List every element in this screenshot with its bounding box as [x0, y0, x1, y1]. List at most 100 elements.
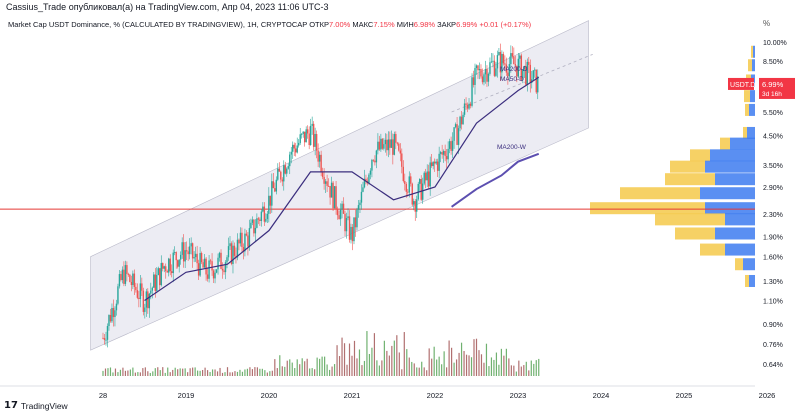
candle-body	[427, 171, 430, 187]
price-tick-label: 1.30%	[763, 279, 783, 286]
volume-profile-bar-buy	[725, 213, 755, 226]
candle-body	[502, 53, 505, 64]
time-tick-label: 2019	[178, 391, 195, 400]
candle-body	[151, 287, 154, 291]
candle-body	[117, 286, 119, 304]
candle-body	[109, 314, 112, 322]
candle-body	[499, 51, 502, 73]
volume-profile-bar-buy	[753, 45, 755, 58]
candle-body	[271, 181, 273, 206]
candle-body	[368, 174, 370, 184]
candle-body	[312, 123, 315, 147]
candle-body	[529, 64, 531, 83]
volume-profile-bar-sell	[675, 227, 715, 240]
candle-body	[360, 191, 363, 203]
volume-bar	[137, 372, 139, 376]
volume-bar	[470, 357, 473, 376]
candle-body	[217, 257, 219, 270]
candle-body	[414, 201, 416, 212]
candle-body	[120, 274, 122, 281]
candle-body	[399, 150, 402, 154]
candle-body	[196, 253, 198, 264]
candle-body	[442, 151, 445, 155]
candle-body	[286, 168, 288, 174]
volume-bar	[199, 370, 201, 376]
candle-body	[353, 217, 355, 242]
candle-body	[324, 181, 327, 184]
volume-profile-bar-buy	[730, 137, 755, 150]
candle-body	[535, 69, 537, 93]
candle-body	[381, 138, 384, 149]
candle-body	[511, 53, 514, 57]
candle-body	[229, 243, 231, 247]
candle-body	[191, 243, 194, 259]
candle-body	[287, 166, 289, 169]
candle-body	[139, 283, 142, 299]
volume-bar	[316, 357, 318, 376]
volume-bar	[256, 367, 258, 376]
candle-body	[309, 125, 312, 146]
volume-bar	[231, 372, 234, 376]
candle-body	[517, 58, 520, 77]
candle-body	[493, 60, 496, 76]
volume-bar	[363, 360, 366, 376]
volume-bar	[107, 368, 109, 376]
candle-body	[342, 203, 345, 214]
candle-body	[326, 181, 328, 186]
volume-bar	[184, 368, 186, 376]
price-chart[interactable]: 10.00% 8.50% 5.50% 4.50% 3.50% 2.90% 2.30% 1.90…	[0, 14, 800, 400]
time-tick-label: 2026	[759, 391, 776, 400]
candle-body	[244, 233, 246, 252]
volume-bar	[451, 347, 453, 376]
candle-body	[426, 171, 428, 181]
candle-body	[516, 65, 518, 77]
candle-body	[395, 134, 397, 143]
candle-body	[528, 61, 530, 65]
candle-body	[275, 179, 278, 192]
candle-body	[386, 139, 388, 151]
candle-body	[320, 154, 322, 173]
candle-body	[389, 139, 391, 148]
volume-bar	[129, 369, 131, 376]
candle-body	[505, 64, 508, 73]
volume-bar	[371, 347, 373, 376]
candle-body	[111, 307, 113, 322]
volume-profile-bar-buy	[715, 227, 755, 240]
volume-bar	[500, 348, 502, 376]
volume-bar	[533, 363, 535, 376]
volume-bar	[311, 368, 313, 376]
candle-body	[433, 161, 436, 164]
candle-body	[487, 73, 490, 82]
candle-body	[169, 258, 171, 272]
volume-profile-bar-sell	[700, 243, 725, 256]
candle-body	[205, 258, 207, 275]
volume-bar	[418, 367, 420, 376]
volume-bar	[528, 370, 530, 376]
candle-body	[175, 252, 177, 261]
volume-bar	[189, 368, 191, 376]
candle-body	[190, 243, 192, 247]
channel-layer	[90, 20, 593, 351]
candle-body	[387, 139, 390, 151]
volume-bar	[538, 358, 540, 376]
candle-body	[105, 339, 107, 341]
candle-body	[483, 74, 485, 83]
candle-body	[157, 268, 159, 275]
price-tick-label: 1.90%	[763, 235, 783, 242]
volume-bar	[209, 371, 211, 376]
volume-bar	[224, 372, 226, 376]
volume-bar	[465, 354, 468, 376]
volume-bar	[324, 356, 326, 376]
price-channel	[90, 20, 589, 351]
candle-body	[154, 274, 156, 291]
footer-brand[interactable]: 17 TradingView	[4, 400, 68, 411]
volume-bar	[164, 372, 166, 376]
volume-bar	[114, 368, 117, 376]
volume-bar	[246, 368, 249, 376]
candle-body	[439, 152, 442, 154]
candle-body	[188, 246, 191, 255]
candle-body	[193, 257, 195, 259]
volume-bar	[473, 339, 475, 376]
candle-body	[315, 134, 318, 151]
candle-body	[215, 269, 218, 273]
